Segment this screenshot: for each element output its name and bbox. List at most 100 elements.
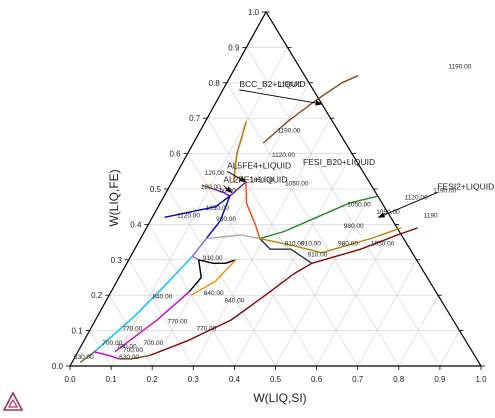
liquidus-curve: [164, 195, 231, 218]
axis-ticks: 0.0 0.1 0.2 0.3 0.4 0.5 0.6 0.7 0.8 0.9 1.0 0.0 0.1 0…: [52, 8, 487, 384]
isotherm-label: 50.00: [219, 188, 236, 195]
x-tick-label: 0.3: [188, 375, 200, 384]
y-tick-label: 1.0: [248, 8, 260, 17]
region-label: FESI_B20+LIQUID: [303, 157, 375, 167]
x-tick-label: 0.2: [147, 375, 159, 384]
region-arrows: [223, 89, 438, 218]
x-tick-label: 0.9: [434, 375, 446, 384]
liquidus-curve: [191, 259, 237, 296]
liquidus-curve: [245, 181, 261, 239]
isotherm-label: 1120.00: [177, 212, 200, 219]
isotherm-label: 1050.00: [371, 241, 395, 248]
isotherm-label: 840.00: [224, 297, 244, 304]
y-tick-label: 0.7: [189, 114, 201, 123]
isotherm-label: 1190.00: [433, 188, 456, 195]
isotherm-label: 1190: [424, 212, 438, 219]
isotherm-label: 980.00: [216, 216, 236, 223]
x-tick-label: 0.1: [106, 375, 118, 384]
grid-line: [206, 118, 358, 367]
x-tick-label: 1.0: [475, 375, 487, 384]
liquidus-curve: [202, 184, 214, 190]
isotherm-label: 1050.00: [250, 177, 274, 184]
region-label: AL2FE1+LIQUID: [223, 174, 287, 184]
y-tick-label: 0.4: [130, 220, 142, 229]
grid-line: [128, 259, 194, 367]
liquidus-curve: [259, 227, 402, 254]
liquidus-curve: [232, 121, 247, 182]
region-label: BCC_B2+LIQUID: [239, 79, 305, 89]
grid-line: [167, 188, 276, 367]
liquidus-curve: [93, 255, 193, 353]
thermo-calc-logo: [2, 391, 24, 411]
grid-line: [246, 47, 441, 367]
y-tick-label: 0.2: [91, 291, 103, 300]
logo-outer: [2, 391, 24, 411]
liquidus-curves: [79, 75, 418, 364]
region-arrow: [377, 192, 438, 218]
isotherm-label: 1050.00: [285, 180, 309, 187]
isotherm-label: 770.00: [168, 319, 188, 326]
isotherm-label: 1190.00: [278, 81, 301, 88]
isotherm-label: 910.00: [285, 241, 305, 248]
grid-line: [89, 330, 112, 367]
y-tick-label: 0.8: [209, 79, 221, 88]
region-arrow: [226, 170, 247, 183]
isotherm-label: 700.00: [102, 340, 122, 347]
isotherm-label: 1120.00: [272, 152, 295, 159]
isotherm-label: 700.00: [143, 340, 163, 347]
isotherm-label: 1050.00: [376, 209, 400, 216]
x-axis-label: W(LIQ,SI): [253, 391, 306, 405]
isotherm-label: 120.00: [205, 170, 225, 177]
liquidus-curve: [259, 195, 378, 240]
grid-line: [357, 259, 417, 367]
region-arrow: [223, 185, 233, 194]
grid-line: [187, 153, 317, 367]
isotherm-label: 1050.00: [206, 205, 230, 212]
liquidus-curve: [79, 351, 95, 364]
y-axis-label: W(LIQ,FE): [107, 169, 121, 226]
region-arrow: [239, 89, 323, 106]
region-label: AL5FE4+LIQUID: [227, 160, 291, 170]
liquidus-curve: [188, 259, 202, 293]
isotherm-label: 840.00: [152, 294, 172, 301]
isotherm-label: 700.00: [117, 343, 137, 350]
grid-line: [193, 118, 331, 367]
region-label: FESI2+LIQUID: [437, 182, 494, 192]
liquidus-curve: [114, 291, 190, 353]
isotherm-label: 630.00: [119, 354, 139, 361]
liquidus-curve: [259, 238, 313, 264]
liquidus-curve: [212, 181, 247, 197]
liquidus-curve: [149, 262, 313, 357]
grid-line: [110, 47, 288, 367]
y-tick-label: 0.3: [111, 256, 123, 265]
isotherm-label: 770.00: [122, 326, 142, 333]
isotherm-label: 910.00: [301, 241, 321, 248]
region-labels: BCC_B2+LIQUID AL5FE4+LIQUID AL2FE1+LIQUID F…: [223, 79, 494, 192]
isotherm-label: 1120.00: [405, 195, 428, 202]
grid-line: [226, 82, 400, 367]
y-tick-label: 0.5: [150, 185, 162, 194]
x-tick-label: 0.7: [352, 375, 364, 384]
isotherm-label: 770.00: [196, 326, 216, 333]
isotherm-label: 910.00: [203, 255, 223, 262]
isotherm-label: 910.00: [307, 251, 327, 258]
liquidus-curve: [198, 259, 236, 264]
isotherm-label: 840.00: [204, 290, 224, 297]
isotherm-label: 1190.00: [448, 64, 471, 71]
isotherm-label: 1050.00: [347, 202, 371, 209]
isotherm-label: 980.00: [344, 223, 364, 230]
isotherm-label: 630.00: [74, 354, 94, 361]
grid-line: [108, 295, 153, 367]
x-tick-label: 0.5: [270, 375, 282, 384]
liquidus-curve: [232, 121, 247, 182]
y-tick-label: 0.0: [52, 362, 64, 371]
liquidus-curve: [205, 195, 231, 240]
x-tick-label: 0.8: [393, 375, 405, 384]
y-tick-label: 0.1: [71, 327, 83, 336]
grid-lines: [89, 47, 460, 367]
grid-line: [439, 330, 460, 367]
isotherm-label: 980.00: [338, 241, 358, 248]
liquidus-curve: [94, 351, 120, 360]
isotherm-label: 1190.00: [277, 127, 300, 134]
